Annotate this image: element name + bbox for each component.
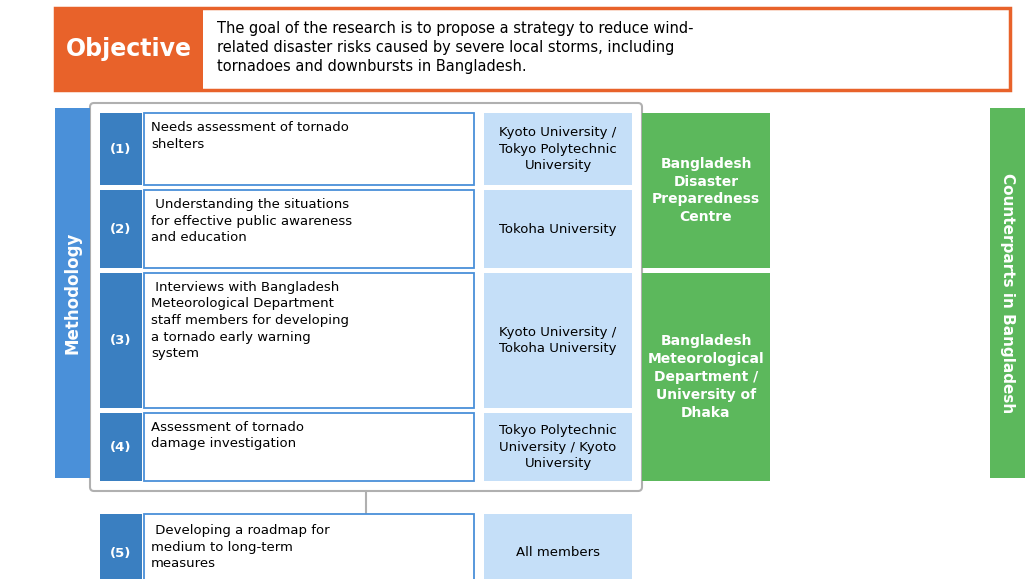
- Text: Kyoto University /
Tokyo Polytechnic
University: Kyoto University / Tokyo Polytechnic Uni…: [500, 126, 617, 172]
- Bar: [484, 413, 632, 481]
- Bar: [484, 113, 632, 185]
- Text: Bangladesh
Meteorological
Department /
University of
Dhaka: Bangladesh Meteorological Department / U…: [648, 334, 764, 420]
- Text: Assessment of tornado
damage investigation: Assessment of tornado damage investigati…: [151, 421, 304, 450]
- Bar: [144, 113, 474, 185]
- Text: Interviews with Bangladesh
Meteorological Department
staff members for developin: Interviews with Bangladesh Meteorologica…: [151, 281, 349, 360]
- Text: (3): (3): [110, 334, 132, 347]
- Text: (5): (5): [110, 547, 132, 559]
- Bar: [144, 514, 474, 579]
- Bar: [642, 113, 770, 268]
- Bar: [990, 108, 1025, 478]
- Text: Counterparts in Bangladesh: Counterparts in Bangladesh: [1000, 173, 1015, 413]
- Text: (2): (2): [110, 222, 132, 236]
- Text: Tokyo Polytechnic
University / Kyoto
University: Tokyo Polytechnic University / Kyoto Uni…: [500, 424, 617, 470]
- Bar: [642, 273, 770, 481]
- Text: Developing a roadmap for
medium to long-term
measures: Developing a roadmap for medium to long-…: [151, 524, 330, 570]
- Bar: [100, 273, 142, 408]
- Bar: [100, 413, 142, 481]
- Text: Tokoha University: Tokoha University: [500, 222, 617, 236]
- Bar: [484, 273, 632, 408]
- Bar: [100, 514, 142, 579]
- Bar: [144, 273, 474, 408]
- Text: Kyoto University /
Tokoha University: Kyoto University / Tokoha University: [500, 326, 617, 356]
- Bar: [55, 108, 90, 478]
- Bar: [484, 514, 632, 579]
- Text: Methodology: Methodology: [64, 232, 81, 354]
- Bar: [100, 113, 142, 185]
- Text: All members: All members: [516, 547, 600, 559]
- Text: Objective: Objective: [66, 37, 192, 61]
- Bar: [484, 190, 632, 268]
- Bar: [55, 8, 203, 90]
- Text: Needs assessment of tornado
shelters: Needs assessment of tornado shelters: [151, 121, 349, 151]
- Text: Understanding the situations
for effective public awareness
and education: Understanding the situations for effecti…: [151, 198, 352, 244]
- Bar: [100, 190, 142, 268]
- Text: (1): (1): [110, 142, 132, 156]
- Text: Bangladesh
Disaster
Preparedness
Centre: Bangladesh Disaster Preparedness Centre: [652, 157, 760, 224]
- Text: (4): (4): [110, 441, 132, 453]
- Bar: [144, 413, 474, 481]
- Bar: [144, 190, 474, 268]
- Text: The goal of the research is to propose a strategy to reduce wind-
related disast: The goal of the research is to propose a…: [217, 21, 693, 74]
- Bar: [55, 8, 1010, 90]
